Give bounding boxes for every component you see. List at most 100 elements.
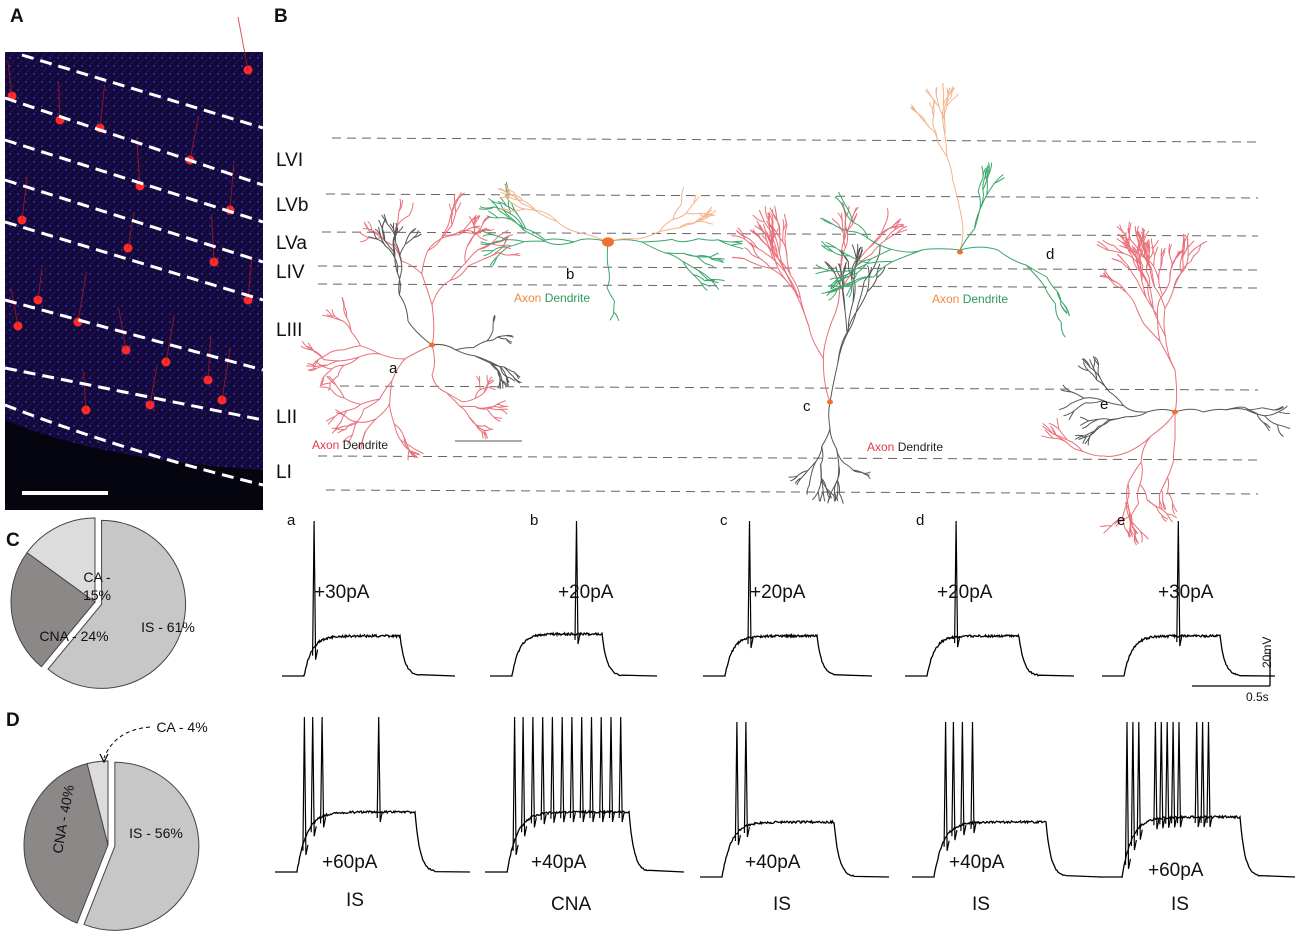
dendrite-branch [1083,361,1089,371]
dendrite-branch [513,371,521,378]
action-potential [1176,520,1183,647]
axon-branch [505,186,515,193]
axon-branch [325,309,333,318]
action-potential [960,721,967,836]
dendrite-branch [395,222,398,234]
axon-branch [375,403,391,420]
cell-process [149,366,158,406]
axon-branch [1168,243,1171,255]
axon-branch [1161,250,1166,259]
axon-branch [844,215,848,231]
dendrite-branch [981,165,984,179]
dendrite-branch [847,262,869,272]
action-potential [1194,721,1201,828]
axon-branch [1140,435,1152,463]
layer-label-lva: LVa [276,233,307,254]
axon-branch [480,386,489,391]
axon-branch [1149,247,1154,259]
dendrite-branch [455,347,474,351]
cell-process [58,82,61,121]
axon-branch [1052,433,1068,441]
axon-branch [1174,369,1178,413]
axon-branch [347,404,362,412]
dendrite-branch [873,261,893,278]
dendrite-branch [824,261,836,274]
axon-branch [1180,261,1192,273]
axon-branch [431,344,435,376]
dendrite-branch [829,270,848,273]
voltage-trace-bottom [700,819,890,878]
axon-branch [1134,251,1142,267]
soma [429,342,435,348]
axon-branch [431,279,451,306]
dendrite-branch [857,281,865,306]
axon-branch [312,358,320,369]
action-potential [569,716,576,823]
axon-branch [326,375,337,386]
dendrite-branch [832,251,850,257]
axon-branch [484,252,499,260]
current-bottom-a: +60pA [322,852,378,873]
action-potential [943,721,950,851]
dendrite-branch [1084,430,1096,437]
axon-branch [343,306,348,319]
dendrite-branch [1278,405,1288,413]
trace-letter-a: a [287,512,296,529]
axon-branch [932,116,935,128]
axon-branch [1135,251,1145,259]
axon-branch [493,416,503,419]
dendrite-branch [830,286,842,293]
pie-d-callout [103,726,151,759]
action-potential [550,716,557,823]
dendrite-branch [815,270,830,275]
axon-branch [320,376,325,387]
axon-branch [1042,422,1053,434]
dendrite-branch [396,226,404,234]
action-potential [1171,721,1178,828]
axon-branch [465,249,479,264]
dendrite-branch [986,182,995,196]
axon-branch [479,381,481,390]
axon-branch [396,211,400,226]
dendrite-branch [671,238,699,243]
axon-branch [770,243,779,259]
dendrite-branch [852,221,869,239]
axon-branch [341,296,345,307]
current-top-b: +20pA [558,582,614,603]
dendrite-branch [498,209,512,220]
dendrite-branch [606,265,610,288]
dendrite-branch [503,366,514,377]
axon-branch [1182,237,1185,247]
dendrite-branch [1107,416,1127,422]
dendrite-branch [847,304,859,332]
dendrite-branch [1060,304,1068,315]
cell-process [189,115,200,161]
axon-branch [1167,491,1174,504]
axon-branch [1158,489,1162,501]
cell-process [247,258,253,301]
axon-branch [360,237,370,243]
dendrite-branch [837,332,848,363]
action-potential [521,716,528,837]
axon-branch [911,107,917,113]
axon-branch [1056,418,1060,430]
dendrite-branch [1095,420,1108,431]
action-potential [1153,721,1160,830]
axon-branch [1131,245,1138,254]
pie-c-slice [26,517,96,603]
dendrite-branch [830,280,841,290]
neuron-label-a: a [389,360,398,377]
dendrite-branch [712,259,724,264]
action-potential [970,721,977,834]
axon-branch [355,408,365,423]
axon-branch [1058,428,1068,441]
cell-process [237,16,249,71]
voltage-trace-bottom [485,809,685,873]
axon-branch [346,434,353,446]
dendrite-branch [698,269,712,280]
axon-branch [1156,315,1161,342]
axon-branch [892,225,905,229]
axon-branch [1129,269,1138,282]
dendrite-branch [399,243,406,257]
dendrite-branch [1082,436,1088,444]
